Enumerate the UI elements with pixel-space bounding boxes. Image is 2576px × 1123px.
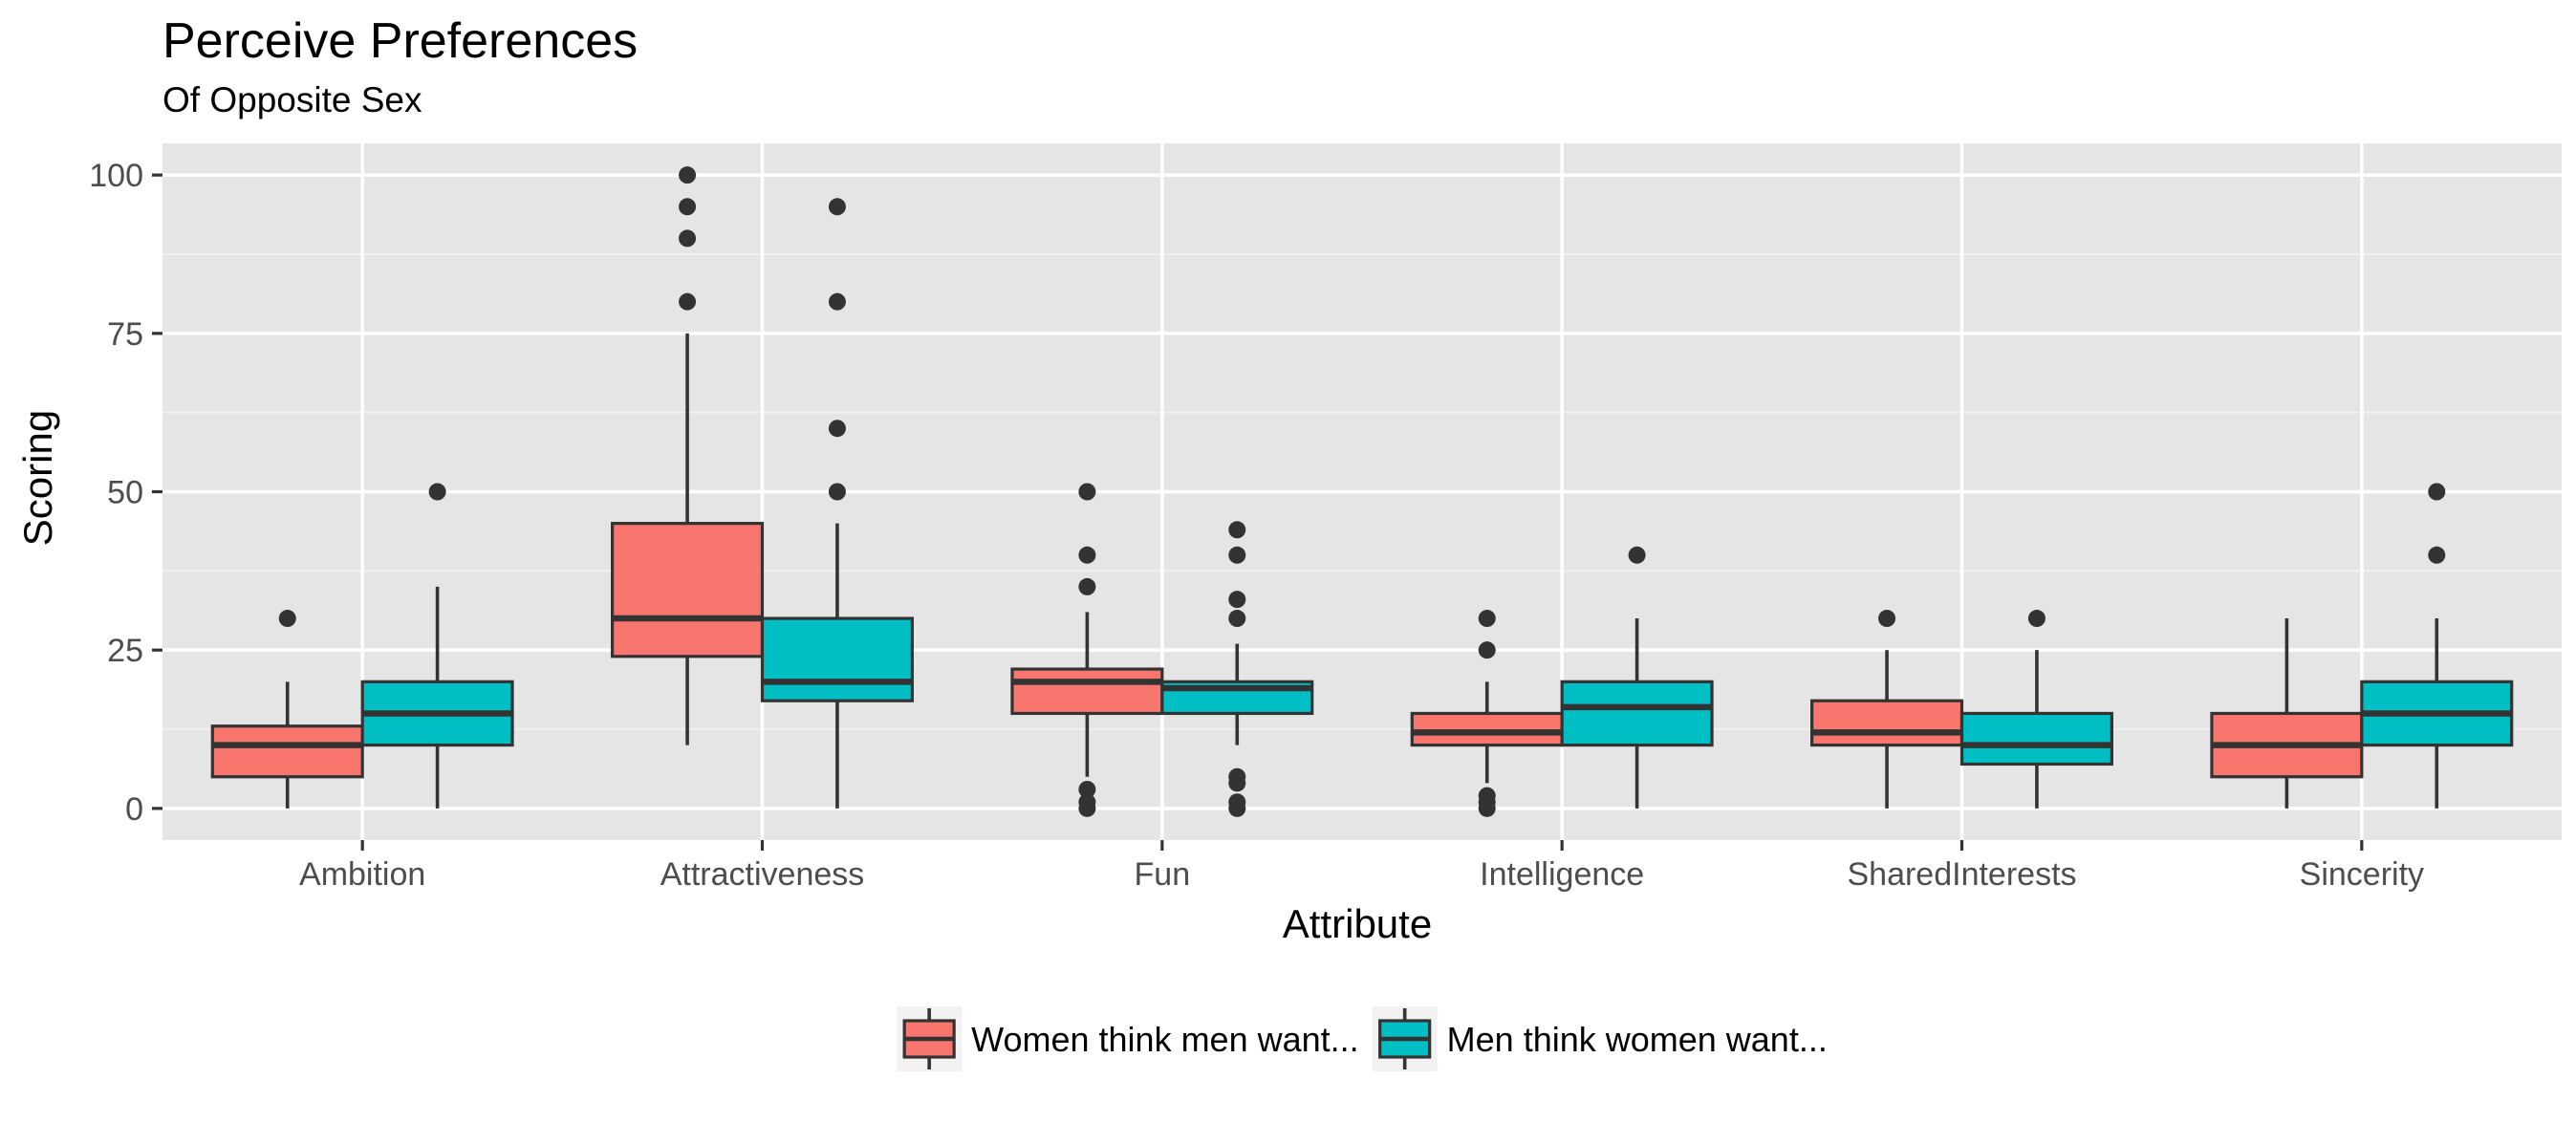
outlier-point: [1228, 767, 1246, 786]
y-tick-label: 100: [89, 158, 143, 194]
outlier-point: [1078, 483, 1096, 501]
outlier-point: [1078, 546, 1096, 564]
outlier-point: [1478, 610, 1496, 628]
outlier-point: [679, 229, 697, 248]
outlier-point: [1628, 546, 1646, 564]
outlier-point: [1478, 641, 1496, 659]
outlier-point: [679, 292, 697, 311]
x-tick-label: Attractiveness: [660, 856, 865, 893]
box: [1560, 680, 1714, 747]
outlier-point: [1078, 577, 1096, 595]
outlier-point: [2428, 546, 2446, 564]
outlier-point: [1228, 793, 1246, 811]
outlier-point: [1878, 610, 1896, 628]
legend: Women think men want... Men think women w…: [897, 1006, 1828, 1071]
box: [1010, 667, 1164, 716]
box: [611, 522, 765, 659]
y-tick-label: 50: [107, 475, 143, 511]
x-tick-label: Intelligence: [1480, 856, 1644, 893]
outlier-point: [828, 420, 846, 438]
outlier-point: [2027, 610, 2046, 628]
box: [1810, 699, 1964, 747]
box: [760, 616, 914, 702]
legend-label: Women think men want...: [971, 1020, 1359, 1059]
y-tick-label: 25: [107, 633, 143, 669]
y-tick-label: 75: [107, 316, 143, 353]
outlier-point: [1478, 787, 1496, 805]
chart-title: Perceive Preferences: [162, 13, 638, 69]
x-tick-label: Ambition: [299, 856, 425, 893]
outlier-point: [428, 483, 446, 501]
chart-subtitle: Of Opposite Sex: [162, 80, 422, 119]
outlier-point: [679, 166, 697, 184]
x-axis-title: Attribute: [1283, 901, 1432, 946]
x-tick-label: Fun: [1135, 856, 1191, 893]
y-tick-label: 0: [125, 791, 143, 828]
box: [1410, 711, 1564, 747]
x-tick-label: Sincerity: [2300, 856, 2424, 893]
outlier-point: [1078, 793, 1096, 811]
y-axis-title: Scoring: [15, 410, 60, 546]
outlier-point: [1228, 591, 1246, 609]
outlier-point: [1228, 546, 1246, 564]
outlier-point: [828, 483, 846, 501]
box: [1959, 711, 2113, 767]
x-tick-label: SharedInterests: [1847, 856, 2076, 893]
outlier-point: [2428, 483, 2446, 501]
box: [210, 724, 364, 779]
outlier-point: [278, 610, 296, 628]
outlier-point: [1228, 521, 1246, 539]
outlier-point: [828, 198, 846, 216]
outlier-point: [828, 292, 846, 311]
outlier-point: [679, 198, 697, 216]
plot-layer: 0 25 50 75 100 Ambition Attractiveness Fun Intel…: [89, 143, 2562, 893]
legend-label: Men think women want...: [1447, 1020, 1828, 1059]
outlier-point: [1078, 780, 1096, 798]
outlier-point: [1228, 610, 1246, 628]
